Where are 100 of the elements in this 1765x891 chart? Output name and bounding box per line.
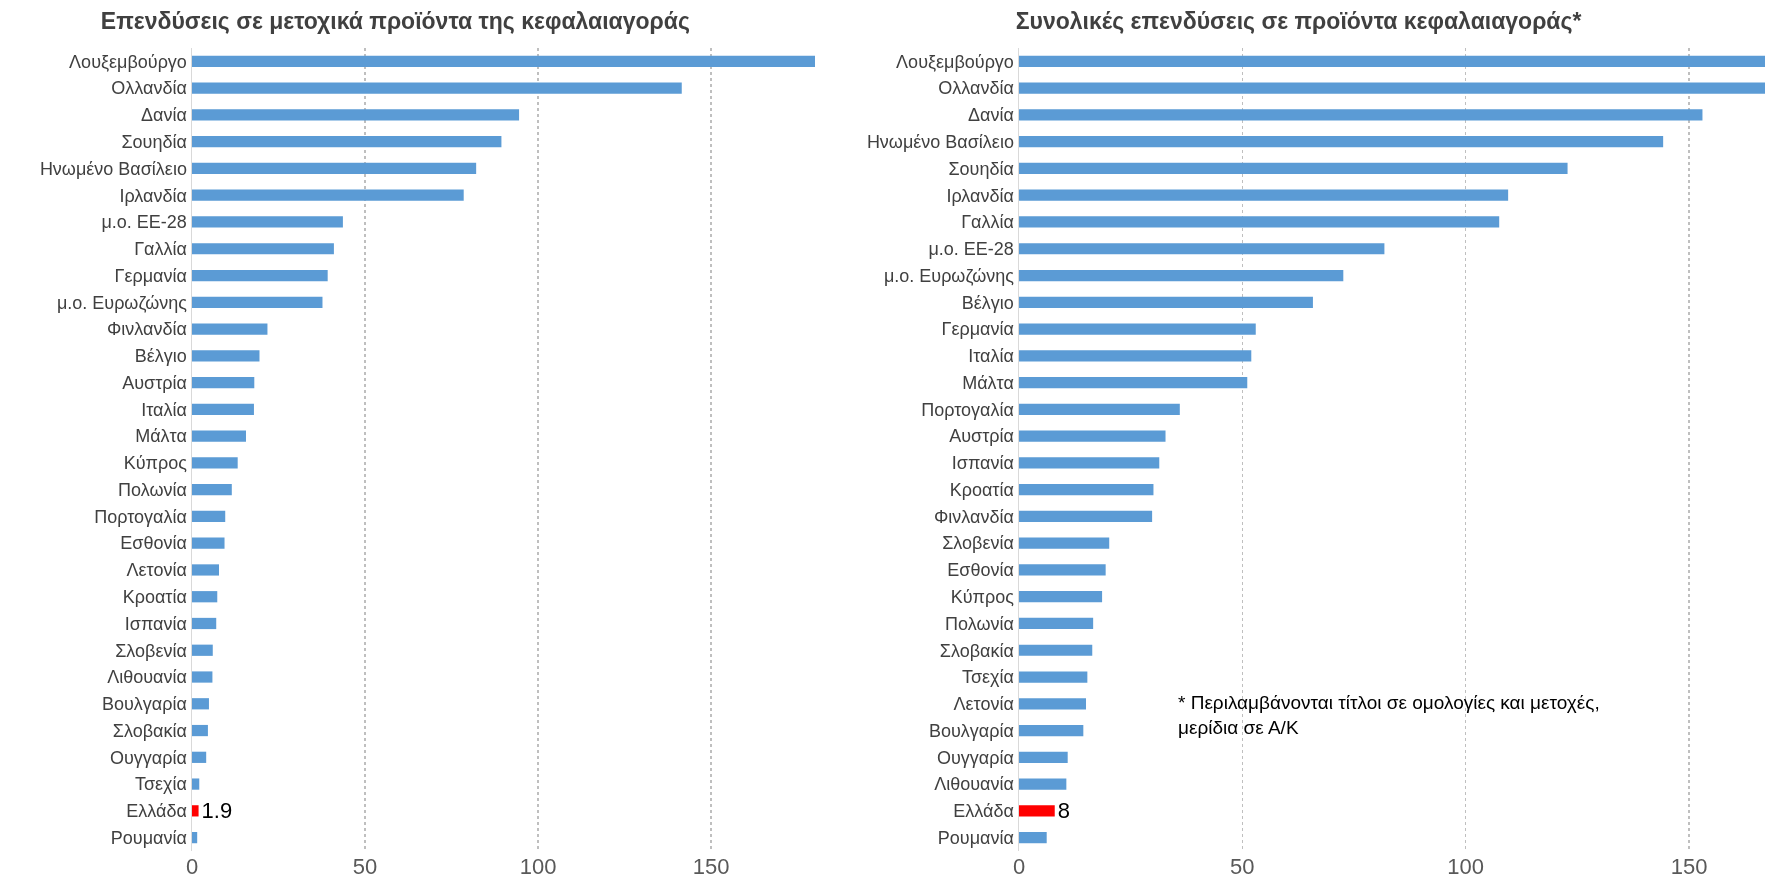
y-tick-label: Ολλανδία <box>111 78 187 99</box>
bar <box>1019 457 1160 469</box>
bar <box>192 805 199 817</box>
y-tick-label: Σλοβακία <box>939 640 1014 661</box>
y-tick-label: Λουξεμβούργο <box>69 51 187 72</box>
y-tick-label: Βουλγαρία <box>101 694 187 715</box>
bar <box>1019 778 1067 790</box>
y-tick-label: μ.ο. ΕΕ-28 <box>101 212 187 233</box>
y-tick-label: Πορτογαλία <box>94 506 187 527</box>
y-tick-label: Γερμανία <box>941 319 1014 340</box>
bar <box>192 55 815 67</box>
bar <box>1019 430 1166 442</box>
y-tick-label: Γερμανία <box>114 265 187 286</box>
x-tick-label: 50 <box>352 854 378 879</box>
bar <box>192 162 477 175</box>
bar <box>1019 671 1088 683</box>
bar <box>192 430 246 442</box>
bar <box>192 832 198 844</box>
y-tick-label: Λετονία <box>953 694 1014 715</box>
bar <box>192 751 207 763</box>
y-tick-label: Αυστρία <box>949 426 1014 447</box>
bar <box>1019 751 1068 763</box>
bar <box>1019 55 1765 67</box>
y-tick-label: Μάλτα <box>135 426 187 447</box>
y-tick-label: Γαλλία <box>961 212 1014 233</box>
y-tick-label: Φινλανδία <box>933 506 1014 527</box>
bar <box>192 323 268 335</box>
y-tick-label: μ.ο. Ευρωζώνης <box>56 292 188 313</box>
y-tick-label: Φινλανδία <box>106 319 187 340</box>
y-tick-label: Γαλλία <box>134 239 187 260</box>
y-tick-label: Ιρλανδία <box>119 185 187 206</box>
y-tick-label: Κροατία <box>122 587 187 608</box>
y-tick-label: Λιθουανία <box>107 667 187 688</box>
y-tick-label: μ.ο. Ευρωζώνης <box>883 265 1015 286</box>
chart-title: Συνολικές επενδύσεις σε προϊόντα κεφαλαιαγοράς* <box>1015 8 1582 35</box>
y-tick-label: Πολωνία <box>945 613 1014 634</box>
bar <box>192 216 343 228</box>
bar <box>1019 564 1106 576</box>
y-tick-label: Βέλγιο <box>961 292 1014 313</box>
bar <box>192 109 520 121</box>
y-tick-label: Βέλγιο <box>134 346 187 367</box>
bar <box>1019 644 1093 656</box>
bar <box>192 724 208 737</box>
y-tick-label: Πολωνία <box>118 479 187 500</box>
y-tick-label: Ελλάδα <box>953 801 1014 822</box>
y-tick-label: Λετονία <box>126 560 187 581</box>
y-tick-label: Ουγγαρία <box>936 747 1014 768</box>
y-tick-label: Ισπανία <box>951 453 1014 474</box>
bar <box>1019 216 1500 228</box>
y-tick-label: Σλοβενία <box>942 533 1014 554</box>
y-tick-label: Τσεχία <box>134 774 187 795</box>
bar <box>1019 296 1313 308</box>
bar <box>192 778 200 790</box>
bar <box>1019 189 1509 201</box>
bar <box>1019 617 1094 630</box>
y-tick-label: Εσθονία <box>120 533 187 554</box>
bar <box>192 591 218 603</box>
bar <box>192 457 238 469</box>
bar <box>192 189 464 201</box>
y-tick-label: Κύπρος <box>950 587 1015 608</box>
bar <box>192 82 682 94</box>
y-tick-label: Εσθονία <box>947 560 1014 581</box>
y-tick-label: Κύπρος <box>123 453 188 474</box>
bar <box>1019 698 1087 710</box>
y-tick-label: Ουγγαρία <box>109 747 187 768</box>
bar <box>1019 162 1568 175</box>
x-tick-label: 50 <box>1230 854 1255 879</box>
x-tick-label: 0 <box>1012 854 1026 879</box>
y-tick-label: Ελλάδα <box>126 801 187 822</box>
y-tick-label: Σουηδία <box>121 131 187 152</box>
y-tick-label: Ηνωμένο Βασίλειο <box>39 158 187 179</box>
y-tick-label: Ηνωμένο Βασίλειο <box>866 131 1014 152</box>
bar <box>1019 376 1248 389</box>
bar <box>1019 82 1765 94</box>
bar <box>1019 591 1103 603</box>
chart-title: Επενδύσεις σε μετοχικά προϊόντα της κεφαλαιαγοράς <box>100 8 690 35</box>
bar <box>1019 537 1110 549</box>
y-tick-label: Δανία <box>968 105 1014 126</box>
bar <box>1019 323 1256 335</box>
y-tick-label: Μάλτα <box>962 372 1014 393</box>
annotation: * Περιλαμβάνονται τίτλοι σε ομολογίες και μετοχές, μερίδια σε Α/Κ <box>1178 692 1600 738</box>
y-tick-label: Σλοβενία <box>115 640 187 661</box>
bar <box>1019 510 1153 523</box>
y-tick-label: Ιταλία <box>141 399 187 420</box>
bar <box>192 269 328 282</box>
x-tick-label: 150 <box>1670 854 1708 879</box>
bar <box>192 671 213 683</box>
bar <box>1019 243 1385 255</box>
y-tick-label: Σλοβακία <box>112 720 187 741</box>
y-tick-label: μ.ο. ΕΕ-28 <box>928 239 1014 260</box>
y-tick-label: Τσεχία <box>961 667 1014 688</box>
x-tick-label: 0 <box>185 854 199 879</box>
bar <box>192 537 225 549</box>
y-tick-label: Λιθουανία <box>934 774 1014 795</box>
y-tick-label: Κροατία <box>949 479 1014 500</box>
y-tick-label: Λουξεμβούργο <box>896 51 1014 72</box>
bar <box>192 564 219 576</box>
y-tick-label: Σουηδία <box>948 158 1014 179</box>
bar <box>192 296 323 308</box>
bar <box>192 644 213 656</box>
